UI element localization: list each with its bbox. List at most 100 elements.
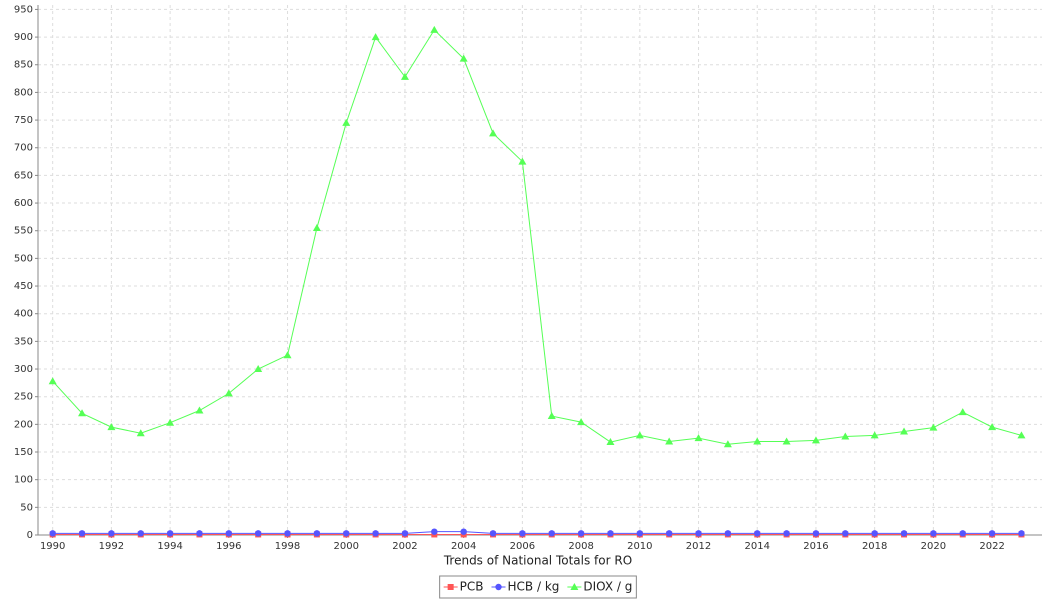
marker xyxy=(48,377,57,385)
marker xyxy=(519,530,526,537)
legend-label: HCB / kg xyxy=(508,580,560,594)
x-tick-label: 1990 xyxy=(40,541,65,552)
marker xyxy=(196,530,203,537)
y-tick-label: 450 xyxy=(14,281,33,292)
marker xyxy=(447,584,454,590)
marker xyxy=(754,530,761,537)
marker xyxy=(400,72,409,80)
marker xyxy=(665,530,673,537)
marker xyxy=(870,431,879,439)
marker xyxy=(959,530,966,537)
marker xyxy=(900,530,908,537)
x-tick-label: 2004 xyxy=(451,541,476,552)
chart-title: Trends of National Totals for RO xyxy=(443,554,632,568)
x-tick-label: 2008 xyxy=(568,541,593,552)
marker xyxy=(724,530,732,537)
y-tick-label: 650 xyxy=(14,170,33,181)
marker xyxy=(489,530,497,537)
marker xyxy=(166,418,175,426)
y-tick-label: 0 xyxy=(27,530,33,541)
plot-area xyxy=(38,5,1042,535)
y-tick-label: 500 xyxy=(14,253,33,264)
marker xyxy=(460,528,467,535)
y-tick-label: 950 xyxy=(14,4,33,15)
marker xyxy=(372,530,379,537)
x-tick-label: 1994 xyxy=(157,541,182,552)
marker xyxy=(371,33,380,41)
marker xyxy=(495,583,502,591)
legend: PCB HCB / kg DIOX / g xyxy=(439,575,637,599)
legend-label: PCB xyxy=(460,580,484,594)
y-tick-label: 350 xyxy=(14,336,33,347)
x-tick-label: 2010 xyxy=(627,541,652,552)
marker xyxy=(577,418,586,426)
marker xyxy=(78,409,87,417)
marker xyxy=(401,530,409,537)
y-tick-label: 800 xyxy=(14,87,33,98)
legend-box xyxy=(439,575,637,599)
x-tick-label: 2022 xyxy=(979,541,1004,552)
marker xyxy=(783,530,790,537)
y-tick-label: 600 xyxy=(14,198,33,209)
marker xyxy=(254,365,263,373)
y-tick-label: 400 xyxy=(14,309,33,320)
marker xyxy=(343,530,350,537)
y-tick-label: 200 xyxy=(14,419,33,430)
marker xyxy=(547,412,556,420)
x-tick-label: 2020 xyxy=(921,541,946,552)
marker xyxy=(900,427,909,435)
x-tick-label: 2014 xyxy=(745,541,770,552)
marker xyxy=(1018,530,1025,537)
marker xyxy=(225,530,233,537)
x-tick-label: 2000 xyxy=(334,541,359,552)
marker xyxy=(489,129,498,137)
marker xyxy=(570,583,579,590)
marker xyxy=(694,434,703,442)
marker xyxy=(431,528,438,535)
y-tick-label: 50 xyxy=(20,502,33,513)
marker xyxy=(958,408,967,416)
marker xyxy=(635,431,644,439)
marker xyxy=(812,530,820,537)
marker xyxy=(782,437,791,445)
legend-label: DIOX / g xyxy=(583,580,632,594)
marker xyxy=(136,429,145,437)
marker xyxy=(49,530,56,537)
marker xyxy=(577,530,585,537)
marker xyxy=(518,157,527,165)
marker xyxy=(606,438,615,446)
marker xyxy=(107,423,116,431)
x-tick-label: 2002 xyxy=(392,541,417,552)
marker xyxy=(430,25,439,33)
marker xyxy=(723,440,732,448)
marker xyxy=(137,530,144,537)
marker xyxy=(342,118,351,126)
marker xyxy=(312,223,321,231)
y-tick-label: 700 xyxy=(14,143,33,154)
marker xyxy=(811,436,820,444)
marker xyxy=(695,530,702,537)
y-tick-label: 750 xyxy=(14,115,33,126)
marker xyxy=(548,530,555,537)
x-tick-label: 2018 xyxy=(862,541,887,552)
marker xyxy=(1017,431,1026,439)
x-tick-label: 2016 xyxy=(803,541,828,552)
x-tick-label: 1998 xyxy=(275,541,300,552)
marker xyxy=(108,530,115,537)
marker xyxy=(254,530,262,537)
marker xyxy=(871,530,878,537)
y-tick-label: 900 xyxy=(14,32,33,43)
y-tick-label: 150 xyxy=(14,447,33,458)
y-tick-label: 550 xyxy=(14,226,33,237)
series-line xyxy=(52,531,1022,534)
marker xyxy=(753,437,762,445)
marker xyxy=(166,530,174,537)
series-line xyxy=(52,29,1022,445)
y-tick-label: 250 xyxy=(14,392,33,403)
marker xyxy=(665,437,674,445)
marker xyxy=(929,423,938,431)
x-tick-label: 2006 xyxy=(510,541,535,552)
marker xyxy=(284,530,291,537)
y-tick-label: 850 xyxy=(14,60,33,71)
